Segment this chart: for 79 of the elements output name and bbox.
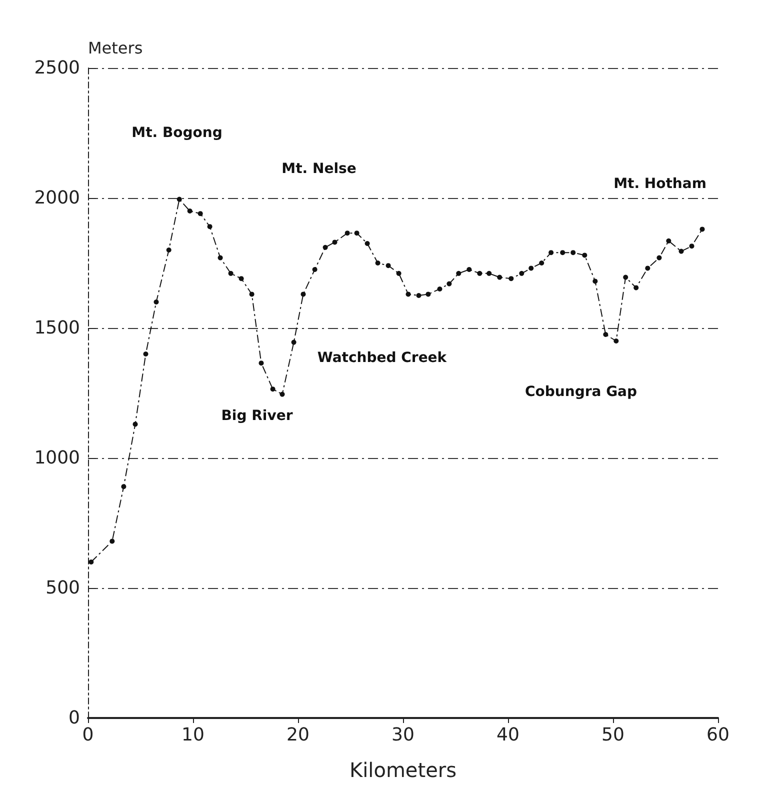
point: [396, 270, 402, 276]
point: [497, 274, 502, 280]
point: [426, 292, 431, 297]
point: [528, 266, 534, 271]
point: [121, 484, 126, 490]
point: [539, 260, 544, 266]
point: [228, 270, 234, 276]
x-tick-label: 30: [392, 724, 414, 746]
y-tick-label: 1000: [34, 448, 80, 468]
point: [634, 285, 639, 290]
point: [249, 292, 254, 297]
point: [437, 286, 442, 292]
point: [354, 230, 360, 236]
point: [678, 248, 684, 254]
annotation: Cobungra Gap: [524, 384, 638, 400]
point: [656, 255, 662, 260]
point: [280, 392, 285, 397]
point: [700, 226, 705, 232]
point: [300, 292, 306, 297]
point: [322, 244, 328, 250]
point: [416, 293, 422, 298]
point: [258, 360, 264, 366]
y-tick-label: 1500: [34, 318, 80, 338]
point: [548, 250, 554, 256]
point: [187, 208, 192, 214]
point: [110, 538, 115, 544]
point: [132, 422, 138, 427]
point: [645, 266, 650, 271]
point: [560, 250, 566, 256]
x-tick-label: 0: [82, 724, 94, 746]
x-tick-label: 10: [182, 724, 204, 746]
y-tick-label: 2500: [34, 58, 80, 78]
annotation: Mt. Nelse: [282, 161, 356, 177]
point: [270, 386, 276, 392]
point: [176, 196, 182, 202]
point: [466, 267, 472, 272]
point: [592, 278, 598, 284]
point: [207, 224, 212, 230]
point: [312, 267, 318, 272]
x-tick-label: 50: [602, 724, 624, 746]
point: [344, 230, 350, 236]
point: [570, 250, 576, 256]
annotation: Mt. Hotham: [614, 176, 706, 192]
point: [486, 270, 492, 276]
point: [477, 270, 482, 276]
point: [166, 248, 172, 252]
x-axis-title: Kilometers: [349, 758, 457, 782]
point: [291, 340, 296, 345]
point: [689, 244, 694, 249]
y-tick-label: 500: [46, 578, 80, 598]
point: [154, 300, 159, 304]
point: [238, 276, 244, 282]
point: [88, 560, 94, 564]
point: [603, 332, 608, 337]
point: [375, 260, 380, 266]
annotation: Big River: [221, 408, 293, 424]
point: [666, 238, 672, 244]
point: [446, 281, 452, 286]
point: [386, 263, 391, 268]
annotation: Watchbed Creek: [317, 350, 448, 366]
y-tick-label: 0: [68, 708, 80, 728]
point: [198, 211, 203, 216]
point: [406, 292, 411, 297]
point: [623, 274, 628, 280]
point: [508, 276, 514, 282]
point: [364, 241, 370, 246]
point: [614, 338, 619, 344]
point: [332, 240, 338, 245]
point: [143, 352, 148, 356]
point: [456, 270, 462, 276]
y-axis-title: Meters: [88, 38, 143, 58]
point: [519, 270, 524, 276]
point: [582, 252, 588, 258]
x-tick-label: 60: [706, 724, 730, 746]
annotation: Mt. Bogong: [132, 125, 222, 141]
x-tick-label: 40: [496, 724, 520, 746]
x-tick-label: 20: [286, 724, 310, 746]
point: [218, 255, 223, 260]
y-tick-label: 2000: [34, 188, 80, 208]
